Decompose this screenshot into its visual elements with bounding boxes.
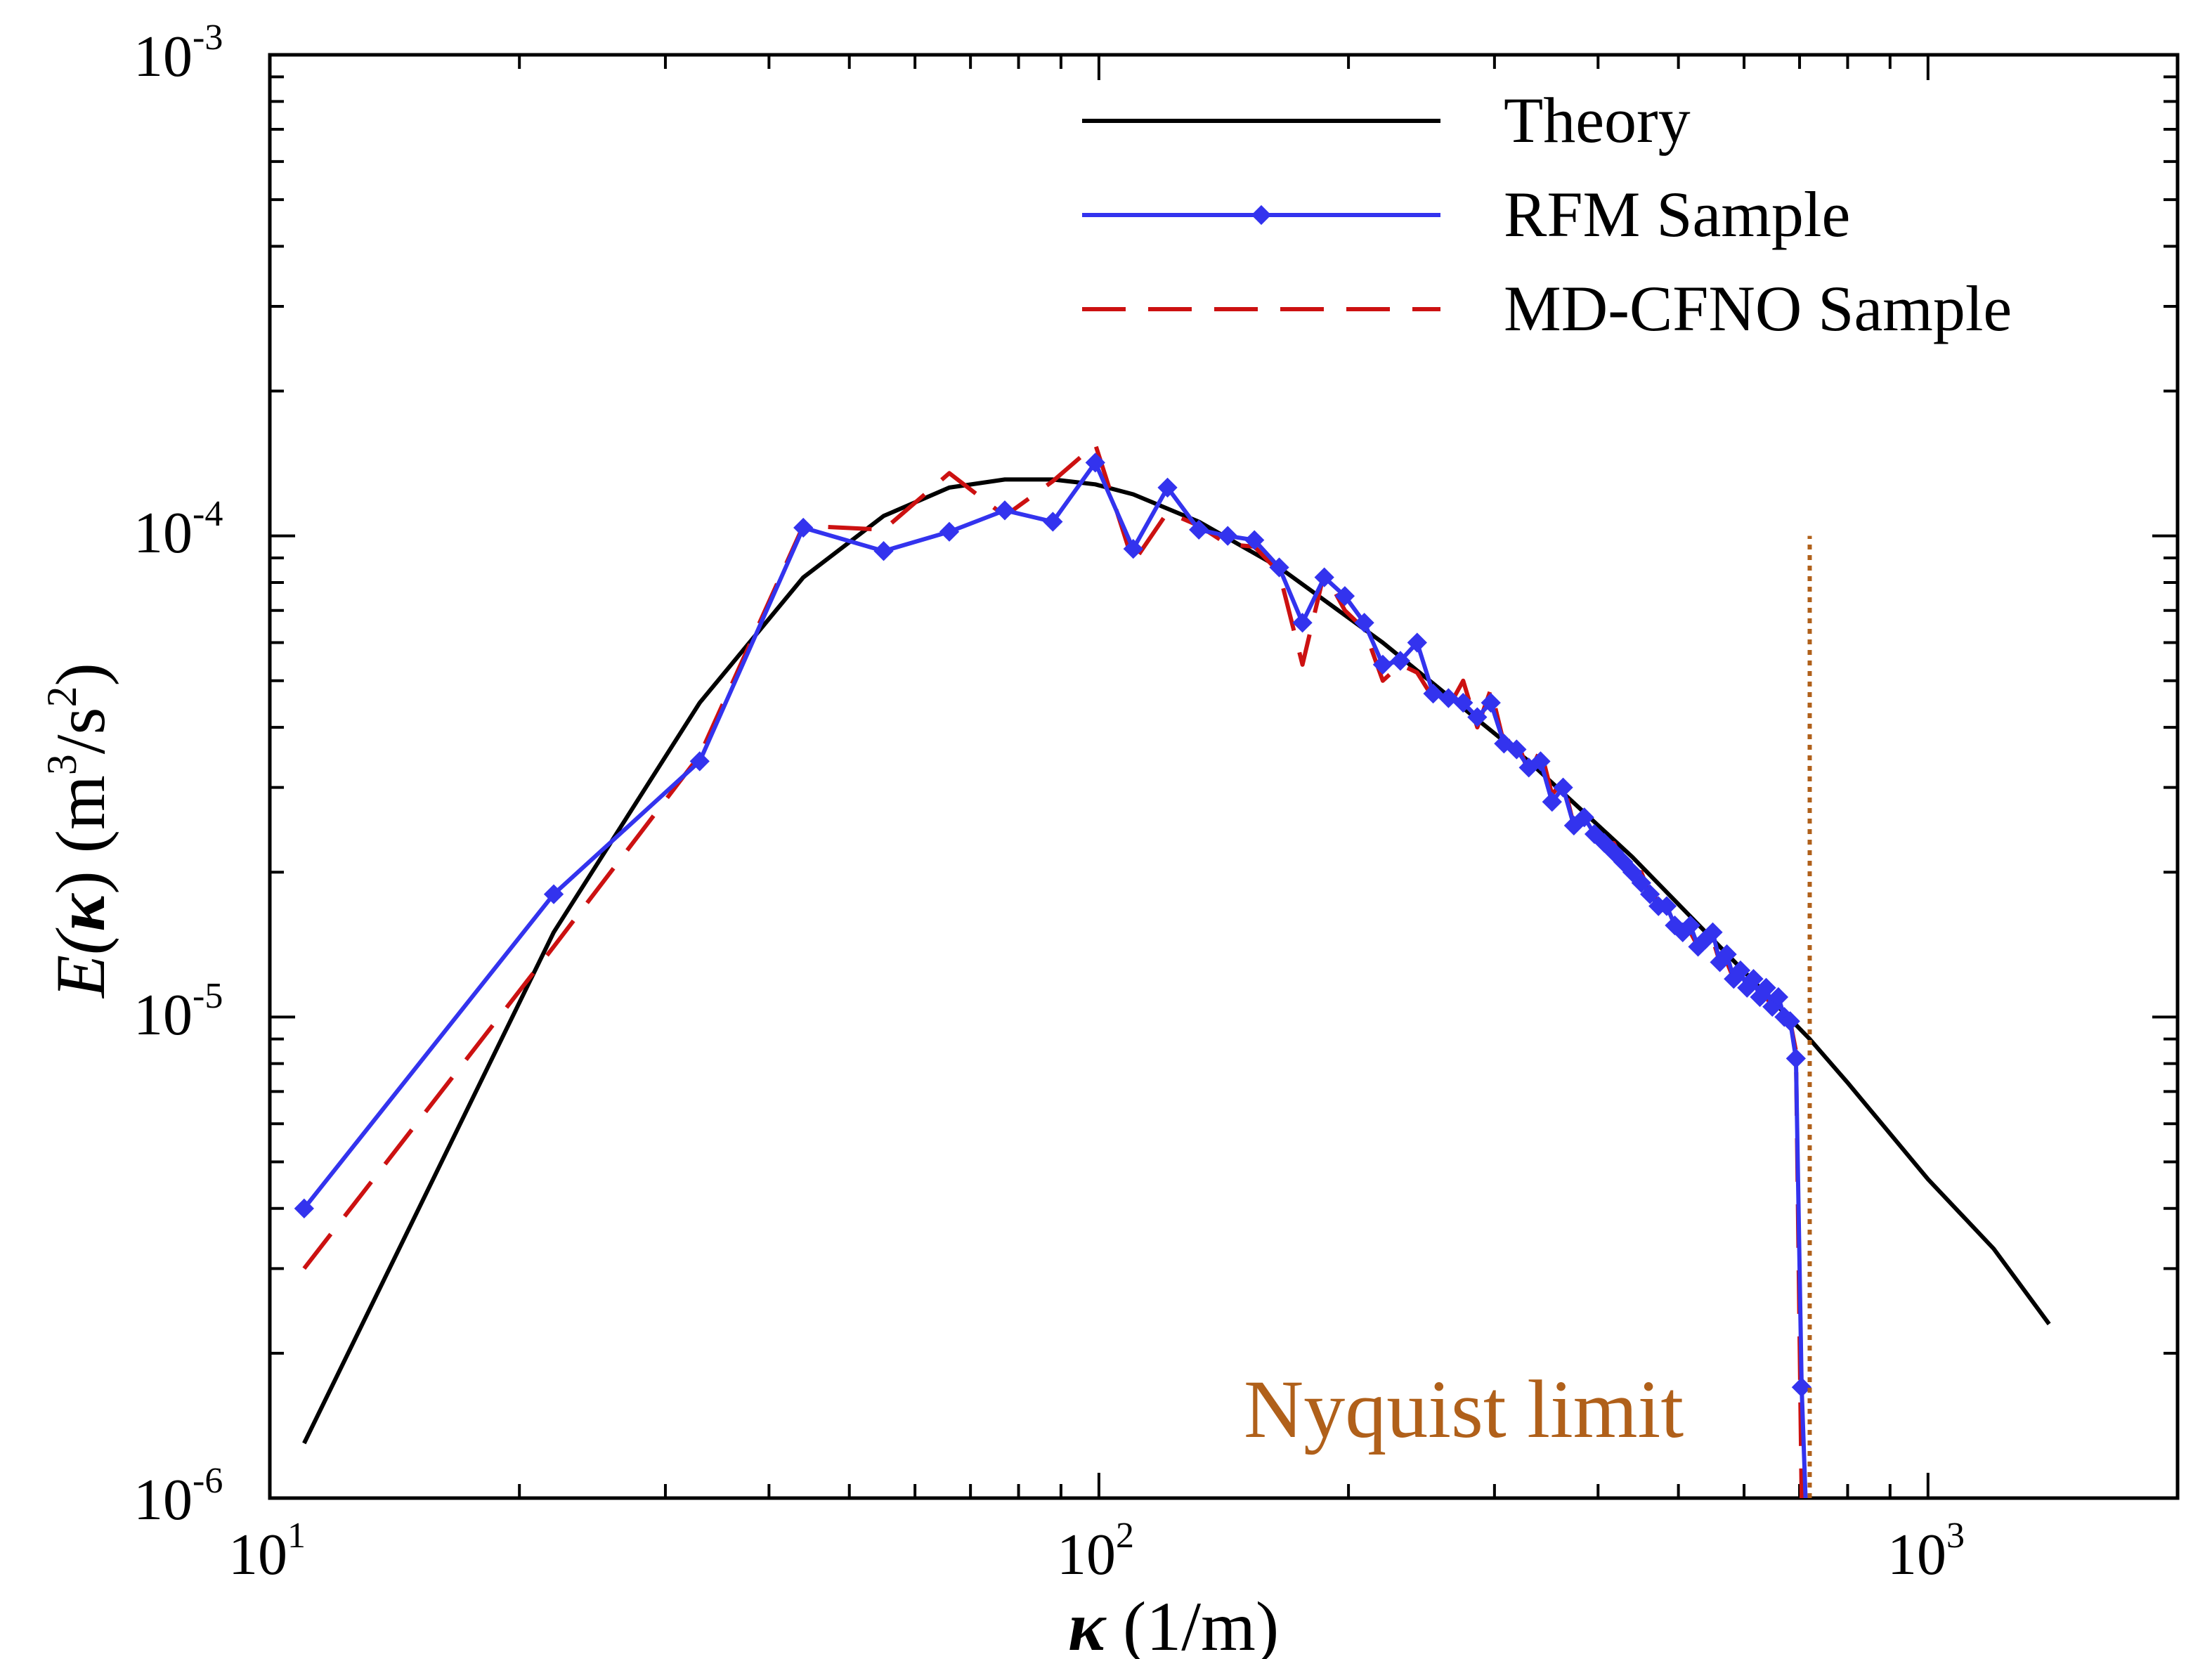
rfm-marker (1680, 915, 1700, 936)
rfm-marker (1218, 526, 1238, 546)
x-axis-label: κ (1/m) (1068, 1587, 1279, 1659)
rfm-marker (1574, 807, 1594, 828)
rfm-marker (1334, 586, 1355, 606)
rfm-marker (1553, 777, 1573, 798)
legend-label-mdcfno: MD-CFNO Sample (1504, 273, 2012, 344)
rfm-marker (1507, 739, 1527, 760)
rfm-marker (1797, 1535, 1817, 1554)
rfm-marker (1743, 968, 1764, 989)
x-tick-label-100: 102 (1057, 1516, 1134, 1587)
rfm-marker (294, 1198, 314, 1218)
rfm-marker (1043, 512, 1063, 532)
rfm-marker (793, 517, 814, 538)
rfm-marker (1390, 651, 1411, 671)
rfm-marker (1157, 477, 1178, 498)
rfm-marker (1292, 613, 1313, 633)
legend-label-theory: Theory (1504, 84, 1691, 156)
rfm-marker (1703, 922, 1723, 942)
x-tick-labels: 101 102 103 (228, 1516, 1965, 1587)
rfm-marker (1372, 654, 1393, 675)
rfm-marker (1768, 987, 1789, 1008)
axis-ticks (268, 53, 2179, 1499)
rfm-marker (1453, 692, 1473, 713)
rfm-marker (1756, 977, 1776, 998)
rfm-marker (1640, 884, 1660, 904)
x-tick-label-10: 101 (228, 1516, 306, 1587)
y-tick-label-1e-6: 10-6 (134, 1461, 223, 1533)
rfm-marker (1189, 519, 1209, 540)
rfm-marker (1530, 751, 1551, 772)
rfm-marker (1407, 632, 1427, 653)
plot-frame (268, 53, 2180, 1500)
y-tick-label-1e-5: 10-5 (134, 976, 223, 1048)
rfm-marker (1631, 873, 1651, 893)
rfm-marker (994, 500, 1015, 521)
rfm-marker (873, 541, 894, 561)
rfm-marker (939, 521, 960, 542)
legend-label-rfm: RFM Sample (1504, 178, 1850, 250)
y-tick-labels: 10-6 10-5 10-4 10-3 (134, 18, 223, 1533)
rfm-marker (1730, 960, 1751, 981)
series-layer (294, 442, 2051, 1554)
nyquist-limit-label: Nyquist limit (1244, 1363, 1684, 1455)
legend: Theory RFM Sample MD-CFNO Sample (1082, 84, 2012, 344)
y-axis-label: E(κ) (m3/s2) (39, 663, 119, 999)
rfm-marker (1717, 944, 1737, 965)
rfm-marker (1314, 567, 1334, 587)
y-tick-label-1e-4: 10-4 (134, 494, 223, 566)
legend-marker-rfm (1251, 204, 1272, 226)
rfm-marker (1780, 1011, 1800, 1032)
rfm-marker (1123, 538, 1143, 559)
rfm-marker (1244, 530, 1265, 550)
series-line-md-cfno-sample (302, 442, 1804, 1498)
x-tick-label-1000: 103 (1887, 1516, 1965, 1587)
rfm-marker (1785, 1048, 1807, 1069)
series-line-theory (302, 477, 2051, 1445)
rfm-marker (1467, 707, 1488, 727)
y-tick-label-1e-3: 10-3 (134, 18, 223, 89)
